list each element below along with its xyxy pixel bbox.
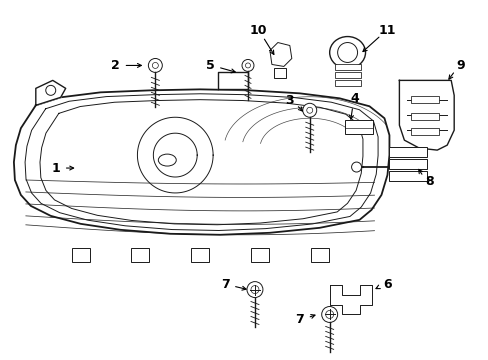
FancyBboxPatch shape (410, 128, 438, 135)
Text: 4: 4 (349, 92, 358, 105)
FancyBboxPatch shape (410, 96, 438, 103)
Circle shape (351, 162, 361, 172)
FancyBboxPatch shape (310, 248, 328, 262)
Polygon shape (269, 42, 291, 67)
FancyBboxPatch shape (131, 248, 149, 262)
FancyBboxPatch shape (334, 64, 360, 71)
FancyBboxPatch shape (334, 80, 360, 86)
Text: 1: 1 (51, 162, 60, 175)
Polygon shape (329, 285, 371, 315)
Text: 2: 2 (111, 59, 120, 72)
Polygon shape (14, 89, 388, 235)
Text: 3: 3 (285, 94, 294, 107)
Text: 5: 5 (205, 59, 214, 72)
Text: 10: 10 (249, 24, 266, 37)
Circle shape (148, 58, 162, 72)
Polygon shape (399, 80, 453, 150)
Text: 7: 7 (295, 313, 304, 326)
Circle shape (152, 62, 158, 68)
FancyBboxPatch shape (388, 171, 427, 181)
FancyBboxPatch shape (273, 68, 285, 78)
Circle shape (325, 310, 333, 319)
Circle shape (302, 103, 316, 117)
Text: 6: 6 (383, 278, 391, 291)
Text: 7: 7 (220, 278, 229, 291)
FancyBboxPatch shape (334, 72, 360, 78)
Circle shape (242, 59, 253, 71)
FancyBboxPatch shape (250, 248, 268, 262)
Circle shape (246, 282, 263, 298)
Circle shape (337, 42, 357, 62)
Text: 11: 11 (378, 24, 395, 37)
Text: 8: 8 (424, 175, 433, 189)
Circle shape (306, 107, 312, 113)
FancyBboxPatch shape (388, 147, 427, 157)
Circle shape (245, 63, 250, 68)
FancyBboxPatch shape (344, 120, 372, 134)
FancyBboxPatch shape (410, 113, 438, 120)
FancyBboxPatch shape (191, 248, 209, 262)
Polygon shape (218, 72, 247, 89)
Circle shape (250, 285, 259, 293)
FancyBboxPatch shape (72, 248, 89, 262)
Ellipse shape (329, 37, 365, 68)
Polygon shape (36, 80, 65, 105)
Text: 9: 9 (456, 59, 465, 72)
FancyBboxPatch shape (388, 159, 427, 169)
Circle shape (321, 306, 337, 323)
